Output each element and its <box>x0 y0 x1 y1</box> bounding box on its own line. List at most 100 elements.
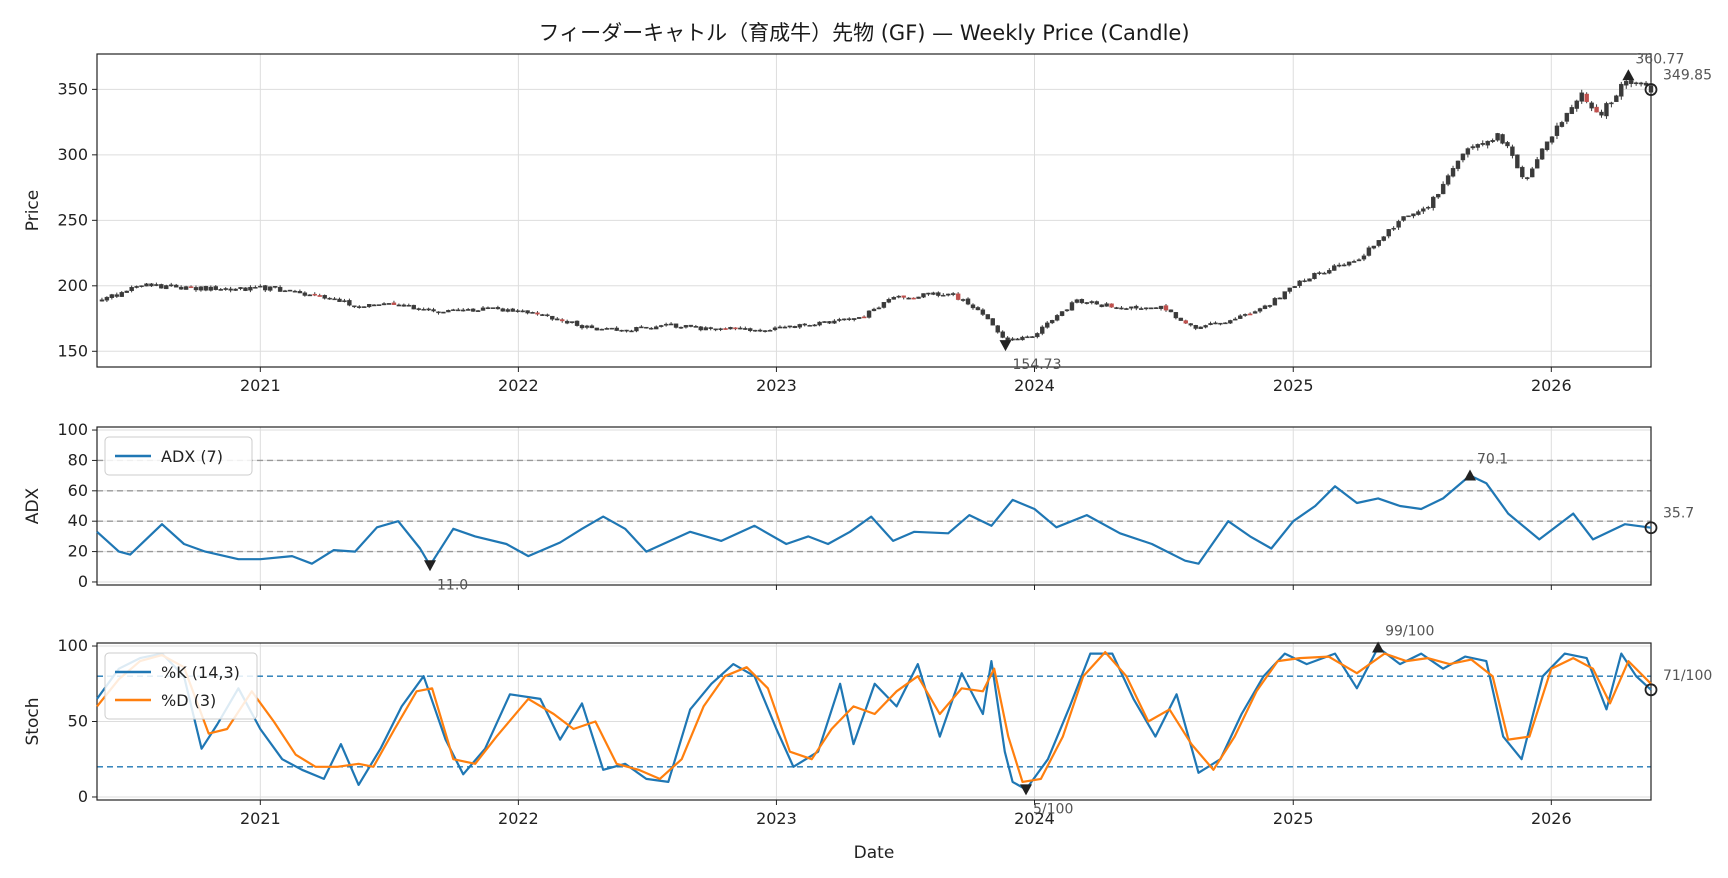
price-axes-frame <box>96 53 1652 368</box>
stoch-max-annotation: 99/100 <box>1385 624 1434 640</box>
price-candle-body <box>703 327 708 331</box>
price-candle-body <box>1020 336 1025 341</box>
price-candle-body <box>718 328 723 330</box>
price-candle-body <box>1411 213 1416 217</box>
price-candle-body <box>1247 313 1253 316</box>
price-candle-body <box>1287 287 1292 292</box>
price-candle-body <box>1262 305 1268 310</box>
stoch-ytick-label: 100 <box>57 636 88 655</box>
price-candle-body <box>614 327 619 331</box>
price-max-marker <box>1622 69 1635 81</box>
price-candle-body <box>1069 302 1075 311</box>
price-candle-body <box>426 308 431 311</box>
price-candle-body <box>787 325 793 328</box>
stoch-ytick-label: 0 <box>78 787 88 806</box>
stoch-min-annotation: 5/100 <box>1033 801 1073 817</box>
price-candle-body <box>1317 272 1322 274</box>
price-candle-body <box>1435 194 1441 198</box>
price-candle-body <box>485 307 491 309</box>
price-candle-body <box>1490 140 1495 142</box>
adx-min-annotation: 11.0 <box>437 577 468 593</box>
price-candle-body <box>634 326 639 332</box>
price-candle-body <box>955 293 961 300</box>
adx-legend-label: ADX (7) <box>161 447 223 466</box>
price-candle-body <box>644 326 649 329</box>
adx-ytick-label: 20 <box>68 542 88 561</box>
price-candle-body <box>1485 140 1490 146</box>
price-candle-body <box>1094 301 1099 305</box>
price-candle-body <box>1134 305 1139 309</box>
price-candle-body <box>1351 261 1357 263</box>
price-candle-body <box>451 309 456 312</box>
price-candle-body <box>708 327 713 329</box>
price-xtick-label: 2022 <box>498 376 539 395</box>
price-candle-body <box>550 315 555 320</box>
price-candle-body <box>317 295 322 297</box>
price-ytick-label: 200 <box>57 276 88 295</box>
adx-max-marker <box>1464 469 1477 481</box>
price-candle-body <box>1594 106 1599 113</box>
price-candle-body <box>1238 315 1243 319</box>
stoch-panel: 0 50 100 2021 2022 2023 2024 2025 2026 Stoch %K (1… <box>23 624 1712 863</box>
price-candle-body <box>327 297 332 300</box>
price-candle-body <box>713 328 718 331</box>
price-candle-body <box>985 314 991 320</box>
price-candle-body <box>619 329 624 332</box>
chart-title: フィーダーキャトル（育成牛）先物 (GF) — Weekly Price (Ca… <box>538 21 1189 45</box>
price-candle-body <box>1059 311 1065 316</box>
price-candle-body <box>371 304 377 307</box>
price-candle-body <box>861 316 867 319</box>
price-candle-body <box>1139 308 1144 310</box>
price-candle-body <box>243 287 248 291</box>
price-candle-body <box>99 299 105 302</box>
price-ytick-label: 350 <box>57 79 88 98</box>
price-candle-body <box>233 288 238 291</box>
price-candle-body <box>124 290 129 293</box>
price-candle-body <box>975 307 981 311</box>
price-candle-body <box>728 327 733 330</box>
price-candle-body <box>1450 168 1456 177</box>
price-candle-body <box>272 286 278 288</box>
price-candle-body <box>1406 215 1411 218</box>
price-candle-body <box>1228 320 1233 324</box>
price-candle-body <box>178 286 184 290</box>
price-candle-body <box>1183 320 1188 324</box>
price-candle-body <box>461 309 466 312</box>
price-candle-body <box>817 321 822 326</box>
price-candle-body <box>1104 303 1109 307</box>
price-candle-body <box>1465 148 1471 155</box>
price-candle-body <box>292 290 298 293</box>
price-candle-body <box>312 293 317 296</box>
price-candle-body <box>1143 307 1149 310</box>
price-candle-body <box>1381 236 1386 241</box>
price-candle-body <box>1035 333 1040 338</box>
price-candle-body <box>381 303 387 306</box>
price-candle-body <box>475 310 481 312</box>
price-candle-body <box>421 308 426 311</box>
price-candle-body <box>169 284 174 287</box>
price-candle-body <box>827 321 832 324</box>
stoch-legend <box>104 652 258 720</box>
price-candle-body <box>1475 144 1480 148</box>
price-candle-body <box>500 308 506 312</box>
price-candle-body <box>1045 322 1050 328</box>
price-xtick-label: 2023 <box>756 376 797 395</box>
price-candle-body <box>990 318 995 326</box>
price-candle-body <box>609 327 614 330</box>
price-candle-body <box>119 292 124 297</box>
price-candle-body <box>693 326 699 328</box>
price-candle-body <box>173 284 179 288</box>
price-candle-body <box>104 296 110 301</box>
price-candle-body <box>1421 208 1426 212</box>
price-candle-body <box>1386 229 1391 237</box>
price-xtick-label: 2026 <box>1531 376 1572 395</box>
price-candle-body <box>446 310 451 313</box>
price-candle-body <box>1005 337 1010 341</box>
price-candle-body <box>1638 82 1644 85</box>
price-candle-body <box>1396 221 1401 228</box>
price-candle-body <box>926 292 931 295</box>
price-candle-body <box>1218 322 1223 325</box>
price-candle-body <box>1614 95 1619 102</box>
price-candle-body <box>307 294 313 297</box>
price-candle-body <box>1198 326 1203 330</box>
